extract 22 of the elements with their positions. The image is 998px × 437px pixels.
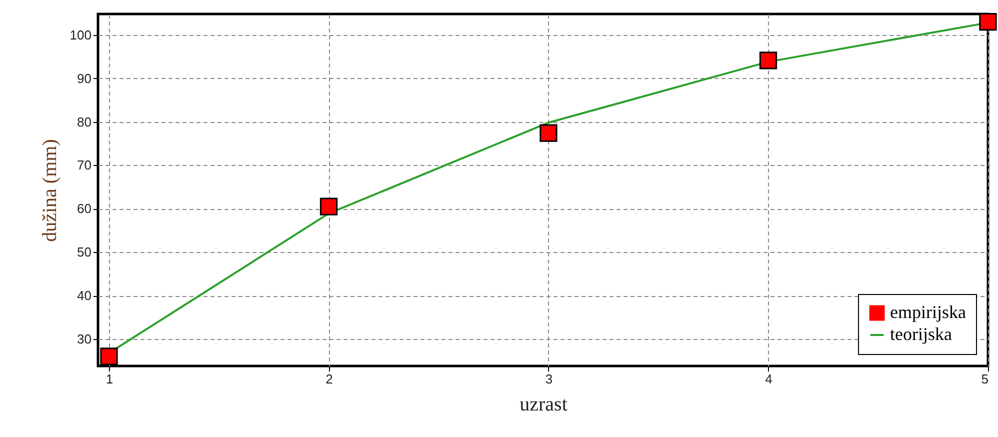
point [100,348,118,366]
y-axis-title: dužina (mm) [38,139,61,242]
x-tick-label: 2 [326,372,333,386]
x-tick-label: 1 [106,372,114,386]
y-tick-label: 90 [77,70,92,86]
y-tick-label: 40 [77,288,92,304]
y-tick-label: 60 [77,201,92,216]
point [320,198,338,216]
point [759,52,778,70]
y-tick-label: 50 [77,244,92,260]
y-tick-label: 100 [70,27,92,42]
y-tick-label: 80 [77,114,92,130]
legend-label: teorijska [890,324,952,344]
x-tick-label: 4 [765,372,772,386]
y-tick-label: 30 [77,332,92,347]
legend-label: empirijska [890,302,966,322]
x-tick-label: 5 [981,372,988,386]
point [540,124,558,142]
x-axis-title: uzrast [520,394,568,416]
x-tick-label: 3 [545,372,553,386]
y-tick-label: 70 [77,158,92,173]
point [979,13,997,31]
